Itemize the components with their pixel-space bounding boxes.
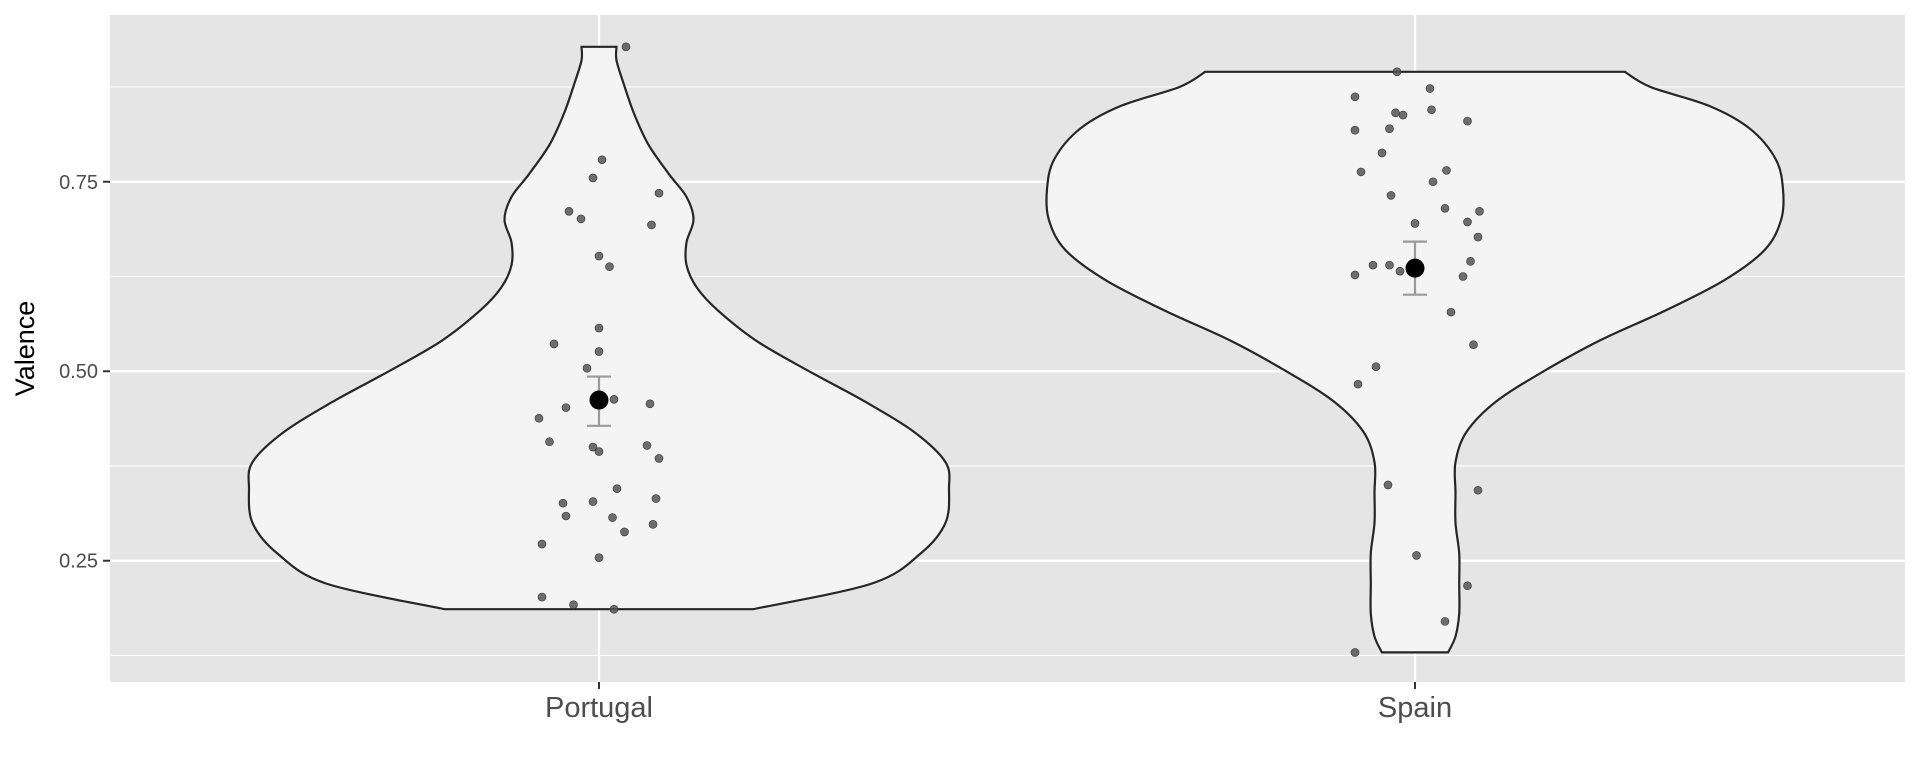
jitter-point: [645, 399, 655, 409]
jitter-point: [561, 511, 571, 521]
jitter-point: [588, 173, 598, 183]
jitter-point: [588, 442, 598, 452]
jitter-point: [576, 214, 586, 224]
jitter-point: [1466, 257, 1475, 266]
jitter-point: [1350, 648, 1360, 657]
jitter-point: [594, 447, 604, 456]
jitter-point: [582, 363, 592, 373]
y-axis: 0.25 0.50 0.75: [59, 172, 110, 573]
jitter-point: [1463, 581, 1472, 591]
violin-spain: [1045, 70, 1785, 654]
x-axis: Portugal Spain: [545, 682, 1452, 724]
jitter-point: [545, 437, 554, 447]
jitter-point: [594, 323, 604, 333]
jitter-point: [534, 413, 544, 423]
jitter-point: [647, 220, 656, 230]
jitter-point: [558, 498, 568, 508]
jitter-point: [1425, 84, 1435, 93]
mean-point: [589, 390, 609, 410]
jitter-point: [1377, 148, 1387, 158]
jitter-point: [1391, 108, 1400, 118]
jitter-point: [564, 207, 574, 216]
jitter-point: [597, 155, 607, 165]
jitter-point: [1398, 110, 1408, 120]
jitter-point: [1395, 266, 1405, 276]
jitter-point: [654, 454, 664, 463]
jitter-point: [561, 403, 571, 412]
jitter-point: [1350, 92, 1360, 102]
y-tick-label: 0.25: [59, 551, 98, 573]
jitter-point: [1350, 125, 1360, 135]
jitter-point: [1353, 379, 1363, 389]
jitter-point: [1428, 177, 1438, 187]
jitter-point: [1356, 167, 1366, 177]
jitter-point: [1473, 485, 1483, 495]
jitter-point: [1469, 340, 1478, 350]
jitter-point: [609, 394, 619, 404]
jitter-point: [1475, 207, 1484, 216]
jitter-point: [1473, 232, 1483, 242]
jitter-point: [1440, 203, 1450, 213]
jitter-point: [1386, 191, 1396, 200]
mean-point: [1405, 258, 1425, 278]
jitter-point: [594, 251, 604, 261]
jitter-point: [605, 262, 614, 271]
jitter-point: [1410, 219, 1420, 228]
jitter-point: [1368, 260, 1378, 270]
jitter-point: [588, 497, 598, 506]
jitter-point: [609, 604, 619, 614]
jitter-point: [620, 527, 629, 537]
jitter-point: [1427, 105, 1436, 115]
jitter-point: [642, 441, 652, 450]
jitter-points: [534, 42, 1484, 657]
x-tick-label-portugal: Portugal: [545, 692, 653, 724]
jitter-point: [1412, 551, 1421, 560]
jitter-point: [1385, 124, 1394, 133]
jitter-point: [1458, 272, 1468, 281]
y-axis-title: Valence: [10, 301, 40, 397]
jitter-point: [1440, 617, 1450, 626]
jitter-point: [648, 520, 658, 529]
jitter-point: [1383, 480, 1393, 490]
jitter-point: [537, 539, 547, 549]
jitter-point: [612, 484, 622, 494]
y-tick-label: 0.50: [59, 361, 98, 383]
jitter-point: [1463, 217, 1472, 227]
jitter-point: [651, 494, 661, 503]
jitter-point: [1392, 67, 1402, 77]
jitter-point: [654, 188, 664, 198]
jitter-point: [549, 339, 559, 349]
x-tick-label-spain: Spain: [1378, 692, 1452, 724]
jitter-point: [569, 600, 578, 609]
jitter-point: [1442, 166, 1451, 175]
jitter-point: [594, 553, 604, 562]
jitter-point: [608, 513, 617, 522]
jitter-point: [1371, 362, 1381, 371]
jitter-point: [1385, 260, 1394, 270]
jitter-point: [594, 347, 604, 356]
jitter-point: [1446, 307, 1456, 317]
jitter-point: [1350, 270, 1360, 280]
mean-summaries: [587, 240, 1427, 427]
y-tick-label: 0.75: [59, 172, 98, 194]
jitter-point: [537, 592, 547, 602]
jitter-point: [1463, 116, 1472, 126]
jitter-point: [621, 42, 631, 52]
